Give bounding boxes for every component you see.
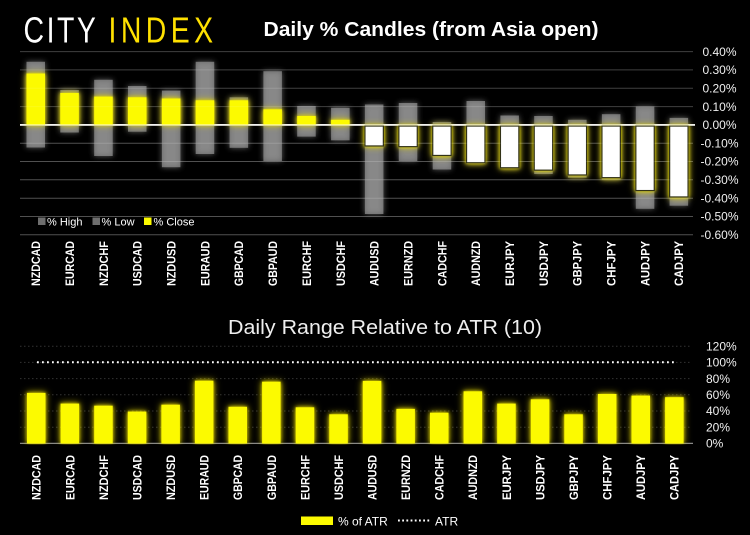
svg-text:60%: 60%: [706, 388, 730, 402]
svg-text:100%: 100%: [706, 356, 737, 370]
svg-text:80%: 80%: [706, 372, 730, 386]
svg-text:EURNZD: EURNZD: [399, 455, 413, 500]
svg-text:USDCHF: USDCHF: [332, 455, 346, 500]
svg-text:EURCAD: EURCAD: [63, 241, 77, 286]
svg-text:20%: 20%: [706, 420, 730, 434]
svg-text:EURJPY: EURJPY: [503, 241, 517, 286]
svg-text:INDEX: INDEX: [109, 10, 218, 50]
svg-text:AUDJPY: AUDJPY: [634, 455, 648, 500]
svg-text:-0.20%: -0.20%: [700, 155, 738, 169]
svg-text:EURNZD: EURNZD: [401, 241, 415, 286]
svg-text:NZDCHF: NZDCHF: [97, 241, 111, 286]
svg-text:NZDCHF: NZDCHF: [97, 455, 111, 500]
svg-text:ATR: ATR: [435, 515, 458, 529]
svg-text:AUDJPY: AUDJPY: [638, 241, 652, 286]
svg-text:EURAUD: EURAUD: [198, 241, 212, 286]
svg-text:CADCHF: CADCHF: [433, 455, 447, 500]
svg-text:GBPCAD: GBPCAD: [232, 241, 246, 286]
svg-text:GBPCAD: GBPCAD: [231, 455, 245, 500]
svg-text:AUDUSD: AUDUSD: [368, 241, 382, 286]
svg-text:-0.50%: -0.50%: [700, 210, 738, 224]
svg-text:CADJPY: CADJPY: [672, 241, 686, 286]
svg-text:CADJPY: CADJPY: [668, 455, 682, 500]
svg-text:GBPJPY: GBPJPY: [571, 241, 585, 286]
svg-text:% Low: % Low: [102, 217, 135, 229]
svg-text:0.30%: 0.30%: [702, 63, 736, 77]
svg-text:EURJPY: EURJPY: [500, 455, 514, 500]
svg-text:GBPAUD: GBPAUD: [266, 241, 280, 286]
svg-text:-0.30%: -0.30%: [700, 173, 738, 187]
svg-text:EURCAD: EURCAD: [63, 455, 77, 500]
svg-text:40%: 40%: [706, 404, 730, 418]
svg-text:0.10%: 0.10%: [702, 100, 736, 114]
svg-text:% High: % High: [47, 217, 82, 229]
svg-text:0.40%: 0.40%: [702, 45, 736, 59]
svg-text:USDJPY: USDJPY: [537, 241, 551, 286]
svg-text:NZDCAD: NZDCAD: [29, 241, 43, 286]
svg-text:USDCHF: USDCHF: [334, 241, 348, 286]
svg-text:120%: 120%: [706, 339, 737, 353]
svg-text:-0.40%: -0.40%: [700, 191, 738, 205]
svg-text:-0.60%: -0.60%: [700, 228, 738, 242]
svg-text:NZDUSD: NZDUSD: [164, 455, 178, 500]
svg-text:CITY: CITY: [24, 10, 99, 50]
svg-text:% Close: % Close: [154, 217, 195, 229]
svg-text:GBPAUD: GBPAUD: [265, 455, 279, 500]
svg-text:CADCHF: CADCHF: [435, 241, 449, 286]
svg-text:Daily % Candles (from Asia ope: Daily % Candles (from Asia open): [264, 19, 599, 41]
svg-text:AUDNZD: AUDNZD: [469, 241, 483, 286]
svg-text:AUDNZD: AUDNZD: [466, 455, 480, 500]
svg-text:-0.10%: -0.10%: [700, 136, 738, 150]
svg-text:% of ATR: % of ATR: [338, 515, 388, 529]
svg-text:EURAUD: EURAUD: [198, 455, 212, 500]
svg-text:0.00%: 0.00%: [702, 118, 736, 132]
svg-text:0%: 0%: [706, 437, 724, 451]
svg-text:USDCAD: USDCAD: [130, 455, 144, 500]
svg-text:0.20%: 0.20%: [702, 81, 736, 95]
svg-text:NZDUSD: NZDUSD: [165, 241, 179, 286]
svg-text:GBPJPY: GBPJPY: [567, 455, 581, 500]
svg-text:NZDCAD: NZDCAD: [30, 455, 44, 500]
svg-text:CHFJPY: CHFJPY: [605, 241, 619, 286]
svg-text:AUDUSD: AUDUSD: [366, 455, 380, 500]
svg-text:EURCHF: EURCHF: [298, 455, 312, 500]
svg-text:EURCHF: EURCHF: [300, 241, 314, 286]
svg-text:USDCAD: USDCAD: [131, 241, 145, 286]
svg-text:CHFJPY: CHFJPY: [601, 455, 615, 500]
svg-text:USDJPY: USDJPY: [533, 455, 547, 500]
svg-text:Daily Range Relative to ATR (1: Daily Range Relative to ATR (10): [228, 317, 542, 339]
